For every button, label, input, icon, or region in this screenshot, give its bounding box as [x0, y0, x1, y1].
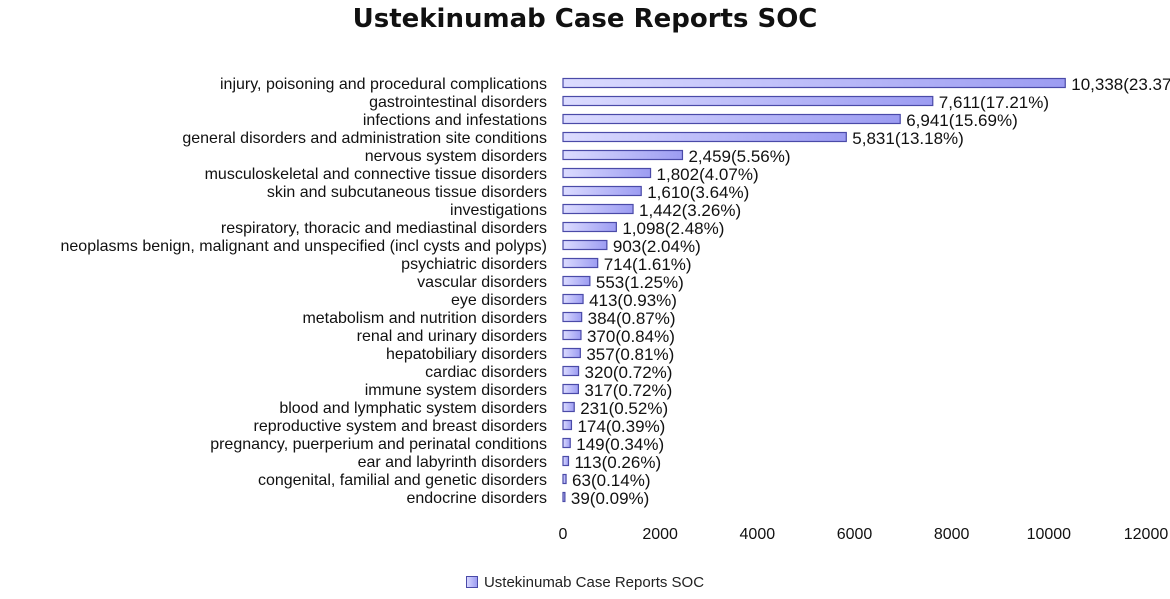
category-label: congenital, familial and genetic disorde…	[258, 472, 547, 489]
category-label: cardiac disorders	[425, 364, 547, 381]
bar	[562, 455, 570, 467]
data-label: 1,610(3.64%)	[647, 183, 749, 202]
data-labels: 10,338(23.37%) 7,611(17.21%)6,941(15.69%)…	[571, 75, 1170, 508]
x-tick-label: 0	[559, 526, 568, 543]
bar	[562, 77, 1066, 89]
category-label: immune system disorders	[365, 382, 547, 399]
bar	[562, 473, 567, 485]
category-label: reproductive system and breast disorders	[254, 418, 547, 435]
x-tick-label: 10000	[1027, 526, 1072, 543]
x-tick-label: 8000	[934, 526, 970, 543]
category-label: eye disorders	[451, 292, 547, 309]
bar	[562, 419, 573, 431]
bar	[562, 311, 583, 323]
bar	[562, 203, 634, 215]
bar	[562, 95, 934, 107]
bar	[562, 167, 652, 179]
category-label: general disorders and administration sit…	[182, 130, 547, 147]
data-label: 553(1.25%)	[596, 273, 684, 292]
bar	[562, 329, 582, 341]
category-label: metabolism and nutrition disorders	[302, 310, 547, 327]
bar	[562, 149, 684, 161]
bar	[562, 347, 581, 359]
x-tick-label: 4000	[740, 526, 776, 543]
bar	[562, 131, 847, 143]
data-label: 2,459(5.56%)	[688, 147, 790, 166]
category-label: gastrointestinal disorders	[369, 94, 547, 111]
legend: Ustekinumab Case Reports SOC	[0, 574, 1170, 591]
category-label: investigations	[450, 202, 547, 219]
category-label: vascular disorders	[417, 274, 547, 291]
category-label: hepatobiliary disorders	[386, 346, 547, 363]
x-tick-label: 2000	[642, 526, 678, 543]
category-label: renal and urinary disorders	[357, 328, 547, 345]
data-label: 7,611(17.21%)	[939, 93, 1049, 112]
category-label: ear and labyrinth disorders	[358, 454, 547, 471]
category-label: injury, poisoning and procedural complic…	[220, 76, 547, 93]
bar	[562, 365, 580, 377]
data-label: 317(0.72%)	[584, 381, 672, 400]
x-axis-ticks: 0 2000 4000 6000 8000 10000 12000	[559, 526, 1169, 543]
data-label: 370(0.84%)	[587, 327, 675, 346]
data-label: 1,098(2.48%)	[622, 219, 724, 238]
data-label: 149(0.34%)	[576, 435, 664, 454]
data-label: 6,941(15.69%)	[906, 111, 1018, 130]
data-label: 714(1.61%)	[604, 255, 692, 274]
legend-label: Ustekinumab Case Reports SOC	[483, 574, 705, 591]
category-label: infections and infestations	[363, 112, 547, 129]
bars-layer	[562, 77, 1066, 503]
x-tick-label: 6000	[837, 526, 873, 543]
data-label: 320(0.72%)	[585, 363, 673, 382]
bar	[562, 401, 575, 413]
data-label: 384(0.87%)	[588, 309, 676, 328]
category-label: neoplasms benign, malignant and unspecif…	[61, 238, 548, 255]
data-label: 903(2.04%)	[613, 237, 701, 256]
category-label: psychiatric disorders	[401, 256, 547, 273]
data-label: 357(0.81%)	[586, 345, 674, 364]
bar	[562, 437, 571, 449]
data-label: 413(0.93%)	[589, 291, 677, 310]
bar	[562, 383, 580, 395]
category-label: musculoskeletal and connective tissue di…	[205, 166, 547, 183]
category-label: skin and subcutaneous tissue disorders	[267, 184, 547, 201]
legend-swatch	[465, 576, 478, 588]
category-label: nervous system disorders	[365, 148, 547, 165]
data-label: 231(0.52%)	[580, 399, 668, 418]
data-label: 5,831(13.18%)	[852, 129, 964, 148]
bar	[562, 221, 617, 233]
data-label: 1,442(3.26%)	[639, 201, 741, 220]
bar	[562, 257, 599, 269]
bar	[562, 491, 566, 503]
bar	[562, 185, 642, 197]
bar	[562, 239, 608, 251]
category-label: blood and lymphatic system disorders	[279, 400, 547, 417]
data-label: 174(0.39%)	[577, 417, 665, 436]
data-label: 39(0.09%)	[571, 489, 649, 508]
category-label: endocrine disorders	[406, 490, 547, 507]
data-label: 113(0.26%)	[574, 453, 661, 472]
category-label: respiratory, thoracic and mediastinal di…	[221, 220, 547, 237]
bar	[562, 275, 591, 287]
category-label: pregnancy, puerperium and perinatal cond…	[210, 436, 547, 453]
category-labels: injury, poisoning and procedural complic…	[61, 76, 548, 507]
data-label: 10,338(23.37%)	[1071, 75, 1170, 94]
bar	[562, 113, 901, 125]
data-label: 63(0.14%)	[572, 471, 650, 490]
data-label: 1,802(4.07%)	[657, 165, 759, 184]
chart-title: Ustekinumab Case Reports SOC	[352, 4, 818, 34]
bar	[562, 293, 584, 305]
x-tick-label: 12000	[1124, 526, 1169, 543]
